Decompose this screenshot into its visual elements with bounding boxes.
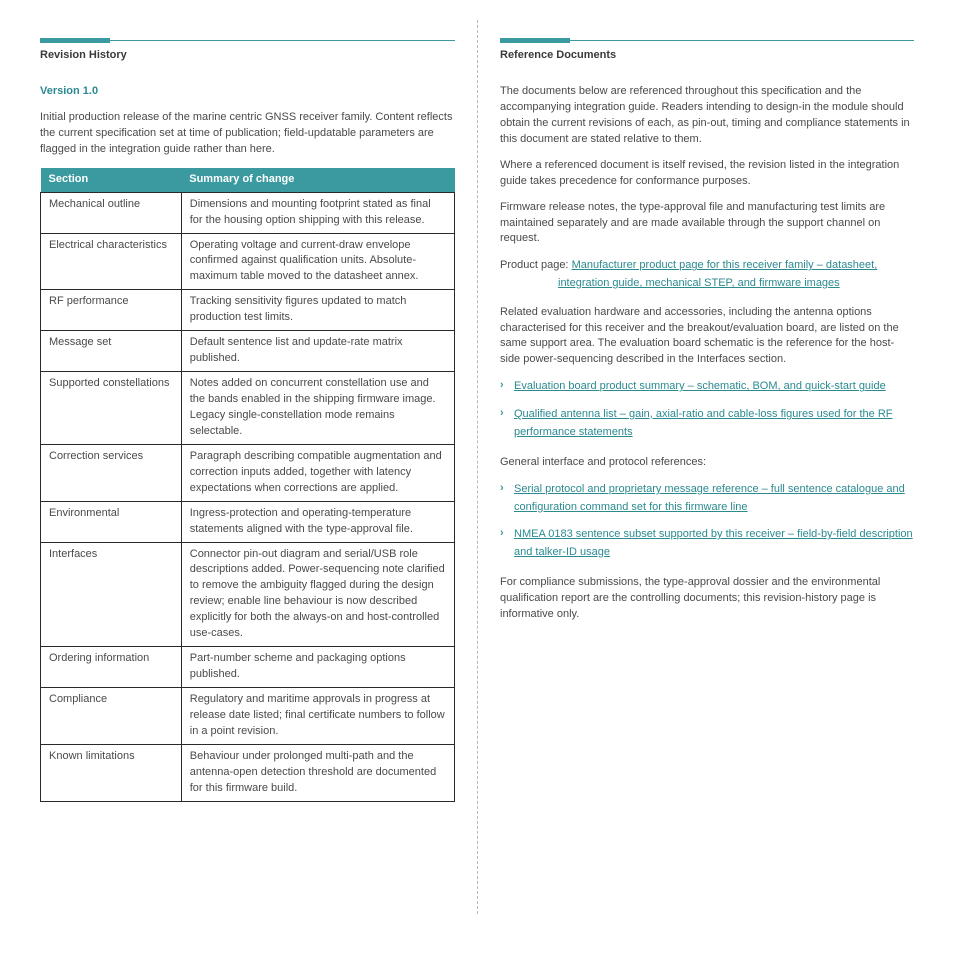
table-cell-section: Environmental xyxy=(41,501,182,542)
left-heading: Revision History xyxy=(40,48,455,64)
table-cell-summary: Connector pin-out diagram and serial/USB… xyxy=(181,542,454,647)
table-cell-summary: Operating voltage and current-draw envel… xyxy=(181,233,454,290)
revision-table: Section Summary of change Mechanical out… xyxy=(40,168,455,802)
table-cell-section: Supported constellations xyxy=(41,372,182,445)
related-link-2[interactable]: Qualified antenna list – gain, axial-rat… xyxy=(514,408,893,438)
table-cell-summary: Tracking sensitivity figures updated to … xyxy=(181,290,454,331)
table-cell-section: Compliance xyxy=(41,688,182,745)
table-row: Ordering informationPart-number scheme a… xyxy=(41,647,455,688)
table-cell-summary: Dimensions and mounting footprint stated… xyxy=(181,192,454,233)
table-row: Known limitationsBehaviour under prolong… xyxy=(41,744,455,801)
table-cell-summary: Notes added on concurrent constellation … xyxy=(181,372,454,445)
table-row: EnvironmentalIngress-protection and oper… xyxy=(41,501,455,542)
right-footer-para: For compliance submissions, the type-app… xyxy=(500,575,914,623)
table-cell-section: Mechanical outline xyxy=(41,192,182,233)
table-cell-summary: Behaviour under prolonged multi-path and… xyxy=(181,744,454,801)
table-row: Mechanical outlineDimensions and mountin… xyxy=(41,192,455,233)
right-para-2: Where a referenced document is itself re… xyxy=(500,158,914,190)
table-cell-summary: Part-number scheme and packaging options… xyxy=(181,647,454,688)
list-item: NMEA 0183 sentence subset supported by t… xyxy=(500,526,914,561)
general-links-list: Serial protocol and proprietary message … xyxy=(500,481,914,561)
right-column: Reference Documents The documents below … xyxy=(477,20,914,914)
right-section-header: Reference Documents xyxy=(500,20,914,64)
list-item: Evaluation board product summary – schem… xyxy=(500,378,914,396)
table-row: Supported constellationsNotes added on c… xyxy=(41,372,455,445)
table-cell-section: RF performance xyxy=(41,290,182,331)
product-page-label: Product page: xyxy=(500,259,572,271)
table-cell-section: Correction services xyxy=(41,444,182,501)
right-heading: Reference Documents xyxy=(500,48,914,64)
table-cell-summary: Ingress-protection and operating-tempera… xyxy=(181,501,454,542)
table-cell-section: Electrical characteristics xyxy=(41,233,182,290)
table-cell-summary: Default sentence list and update-rate ma… xyxy=(181,331,454,372)
left-subheading: Version 1.0 xyxy=(40,84,455,100)
general-link-1[interactable]: Serial protocol and proprietary message … xyxy=(514,483,905,513)
table-header-section: Section xyxy=(41,168,182,192)
table-row: Correction servicesParagraph describing … xyxy=(41,444,455,501)
table-row: InterfacesConnector pin-out diagram and … xyxy=(41,542,455,647)
right-para-1: The documents below are referenced throu… xyxy=(500,84,914,148)
list-item: Serial protocol and proprietary message … xyxy=(500,481,914,516)
related-links-list: Evaluation board product summary – schem… xyxy=(500,378,914,441)
right-mid-para: Related evaluation hardware and accessor… xyxy=(500,305,914,369)
general-link-2[interactable]: NMEA 0183 sentence subset supported by t… xyxy=(514,528,913,558)
left-section-header: Revision History xyxy=(40,20,455,64)
left-intro: Initial production release of the marine… xyxy=(40,110,455,158)
table-row: Message setDefault sentence list and upd… xyxy=(41,331,455,372)
product-page-block: Product page: Manufacturer product page … xyxy=(500,257,914,292)
table-cell-section: Ordering information xyxy=(41,647,182,688)
right-para-3: Firmware release notes, the type-approva… xyxy=(500,200,914,248)
table-cell-summary: Regulatory and maritime approvals in pro… xyxy=(181,688,454,745)
list-item: Qualified antenna list – gain, axial-rat… xyxy=(500,406,914,441)
table-cell-section: Known limitations xyxy=(41,744,182,801)
table-row: RF performanceTracking sensitivity figur… xyxy=(41,290,455,331)
header-tick xyxy=(40,38,110,43)
related-link-1[interactable]: Evaluation board product summary – schem… xyxy=(514,380,886,392)
right-general-para: General interface and protocol reference… xyxy=(500,455,914,471)
table-row: ComplianceRegulatory and maritime approv… xyxy=(41,688,455,745)
table-header-summary: Summary of change xyxy=(181,168,454,192)
table-cell-section: Interfaces xyxy=(41,542,182,647)
table-cell-section: Message set xyxy=(41,331,182,372)
header-tick xyxy=(500,38,570,43)
product-page-link[interactable]: Manufacturer product page for this recei… xyxy=(558,259,877,289)
left-column: Revision History Version 1.0 Initial pro… xyxy=(40,20,477,914)
table-cell-summary: Paragraph describing compatible augmenta… xyxy=(181,444,454,501)
table-row: Electrical characteristicsOperating volt… xyxy=(41,233,455,290)
